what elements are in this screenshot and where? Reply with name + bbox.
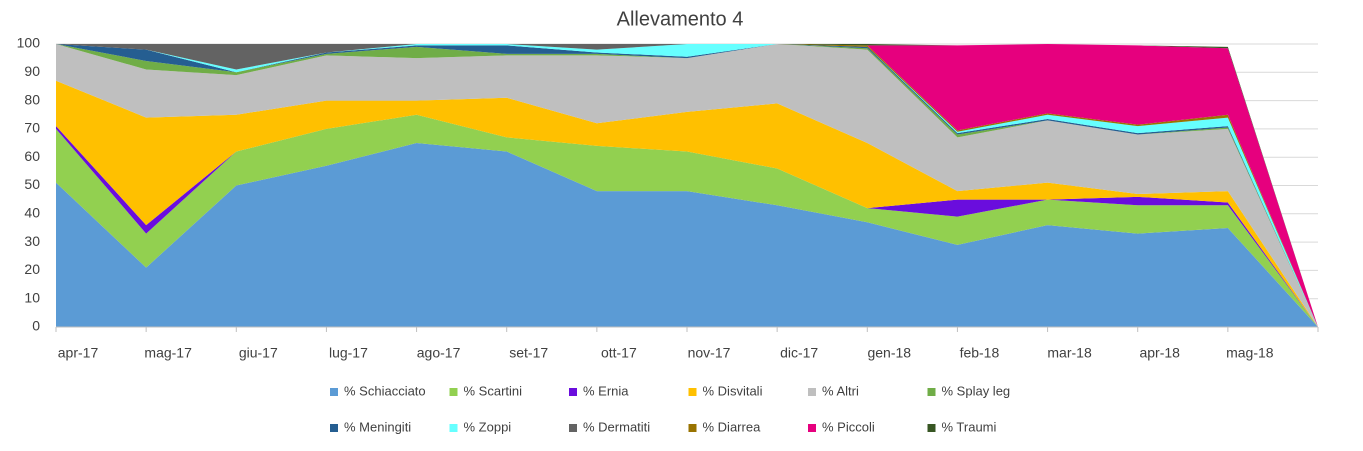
- legend-label: % Dermatiti: [583, 419, 650, 434]
- x-tick-label: set-17: [509, 345, 548, 361]
- legend-label: % Scartini: [464, 383, 523, 398]
- legend-swatch: [927, 424, 936, 432]
- legend-swatch: [449, 424, 458, 432]
- y-tick-label: 90: [24, 63, 40, 79]
- legend-label: % Splay leg: [942, 383, 1011, 398]
- x-tick-label: apr-17: [58, 345, 99, 361]
- chart-title: Allevamento 4: [617, 8, 744, 30]
- legend-swatch: [688, 424, 697, 432]
- area: [56, 44, 1318, 327]
- legend-label: % Meningiti: [344, 419, 411, 434]
- x-tick-label: mag-18: [1226, 345, 1274, 361]
- legend-swatch: [449, 388, 458, 396]
- legend-swatch: [927, 388, 936, 396]
- x-tick-label: mag-17: [144, 345, 192, 361]
- x-tick-label: mar-18: [1047, 345, 1092, 361]
- legend-label: % Piccoli: [822, 419, 875, 434]
- x-tick-label: ago-17: [417, 345, 461, 361]
- legend-label: % Schiacciato: [344, 383, 426, 398]
- legend-swatch: [569, 424, 577, 432]
- y-tick-label: 60: [24, 148, 40, 164]
- x-tick-label: feb-18: [960, 345, 1000, 361]
- area: [56, 80, 1318, 327]
- legend-swatch: [688, 388, 697, 396]
- y-tick-label: 40: [24, 205, 40, 221]
- x-tick-label: apr-18: [1139, 345, 1180, 361]
- y-tick-label: 20: [24, 261, 40, 277]
- x-tick-label: dic-17: [780, 345, 818, 361]
- y-tick-label: 80: [24, 91, 40, 107]
- area: [56, 114, 1318, 327]
- y-tick-label: 30: [24, 233, 40, 249]
- legend-label: % Zoppi: [464, 419, 512, 434]
- legend-swatch: [330, 388, 338, 396]
- legend-label: % Traumi: [942, 419, 997, 434]
- x-tick-label: nov-17: [688, 345, 731, 361]
- y-tick-label: 100: [17, 35, 41, 51]
- legend-swatch: [569, 388, 577, 396]
- x-tick-label: giu-17: [239, 345, 278, 361]
- y-tick-label: 0: [32, 318, 40, 334]
- x-tick-label: ott-17: [601, 345, 637, 361]
- y-tick-label: 70: [24, 120, 40, 136]
- y-tick-label: 50: [24, 176, 40, 192]
- x-tick-label: lug-17: [329, 345, 368, 361]
- legend-label: % Diarrea: [703, 419, 762, 434]
- legend-label: % Altri: [822, 383, 859, 398]
- y-tick-label: 10: [24, 289, 40, 305]
- legend-swatch: [808, 388, 816, 396]
- legend-label: % Ernia: [583, 383, 629, 398]
- legend-swatch: [808, 424, 816, 432]
- legend-label: % Disvitali: [703, 383, 763, 398]
- x-tick-label: gen-18: [867, 345, 911, 361]
- area: [56, 44, 1318, 327]
- area: [56, 143, 1318, 327]
- legend-swatch: [330, 424, 338, 432]
